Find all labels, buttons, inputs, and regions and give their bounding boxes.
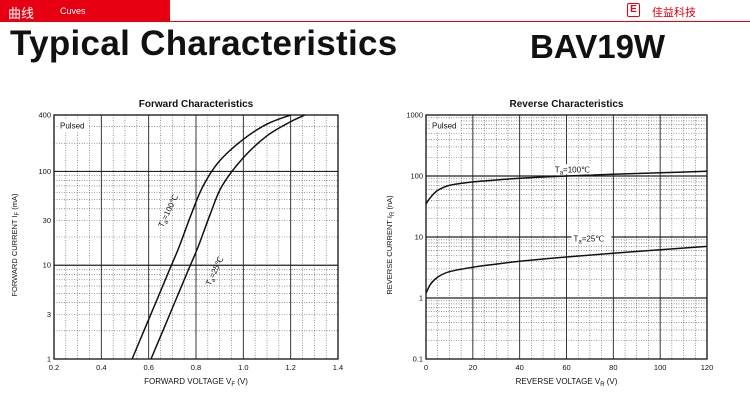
- forward-characteristics-chart: Forward Characteristics 0.2 0.4 0.6 0.8 1.0 1.…: [10, 99, 343, 388]
- annotation-bg: [430, 120, 460, 131]
- y-tick-label: 30: [43, 216, 51, 225]
- x-tick-label: 1.2: [285, 363, 295, 372]
- series-label-group: Ta=25℃: [571, 233, 612, 245]
- y-tick-label: 100: [410, 172, 423, 181]
- series-label-bg: [552, 164, 593, 175]
- x-axis-label: FORWARD VOLTAGE VF (V): [144, 377, 248, 388]
- x-tick-label: 100: [654, 363, 667, 372]
- series-label: Ta=25℃: [574, 234, 605, 245]
- plot-frame: [53, 114, 339, 360]
- series-line-ta-25c: [425, 245, 708, 294]
- x-tick-label: 60: [562, 363, 570, 372]
- series-label-bg: [571, 233, 612, 244]
- header-divider: [0, 21, 750, 22]
- series-label-group: Ta=25℃: [204, 255, 227, 288]
- series-label: Ta=100℃: [157, 193, 182, 230]
- x-tick-label: 0.2: [49, 363, 59, 372]
- brand-name: 佳益科技: [652, 6, 696, 19]
- plot-frame: [425, 114, 708, 360]
- chart-title: Reverse Characteristics: [510, 99, 624, 110]
- reverse-characteristics-chart: Reverse Characteristics 0 20 40 60 80 100 120 0.…: [385, 99, 714, 388]
- y-axis-label: REVERSE CURRENT IR (nA): [385, 195, 396, 295]
- series-line-ta-100c: [425, 170, 708, 205]
- series-label: Ta=25℃: [204, 255, 227, 288]
- y-tick-label: 0.1: [413, 355, 423, 364]
- page-title: Typical Characteristics: [10, 24, 398, 63]
- series-label-group: Ta=100℃: [552, 164, 593, 176]
- y-tick-label: 1: [419, 294, 423, 303]
- y-tick-label: 1: [47, 355, 51, 364]
- series-label-group: Ta=100℃: [157, 193, 182, 230]
- x-tick-label: 120: [701, 363, 714, 372]
- pulsed-annotation: Pulsed: [60, 122, 84, 131]
- x-tick-label: 0: [424, 363, 428, 372]
- series-line-ta-100c: [131, 114, 291, 360]
- chart-title: Forward Characteristics: [139, 99, 254, 110]
- x-tick-label: 1.4: [333, 363, 343, 372]
- y-tick-label: 10: [43, 261, 51, 270]
- x-tick-label: 0.6: [143, 363, 153, 372]
- x-tick-label: 20: [469, 363, 477, 372]
- pulsed-annotation: Pulsed: [432, 122, 456, 131]
- section-title-en: Cuves: [60, 6, 86, 16]
- x-tick-label: 80: [609, 363, 617, 372]
- y-tick-label: 1000: [406, 111, 423, 120]
- series-line-ta-25c: [150, 114, 306, 360]
- section-title-cn: 曲线: [8, 7, 35, 22]
- brand-logo: E: [627, 3, 640, 17]
- series-label: Ta=100℃: [555, 165, 590, 176]
- x-tick-label: 0.8: [191, 363, 201, 372]
- part-number: BAV19W: [530, 28, 666, 65]
- y-tick-label: 400: [38, 111, 51, 120]
- x-tick-label: 1.0: [238, 363, 248, 372]
- top-bar: 曲线 Cuves E 佳益科技: [0, 0, 750, 22]
- section-tab: 曲线 Cuves: [0, 0, 170, 22]
- y-tick-label: 100: [38, 167, 51, 176]
- x-axis-label: REVERSE VOLTAGE VR (V): [516, 377, 618, 388]
- y-axis-label: FORWARD CURRENT IF (mA): [10, 193, 21, 297]
- y-tick-label: 10: [415, 233, 423, 242]
- annotation-bg: [58, 120, 88, 131]
- y-tick-label: 3: [47, 310, 51, 319]
- x-tick-label: 0.4: [96, 363, 106, 372]
- x-tick-label: 40: [515, 363, 523, 372]
